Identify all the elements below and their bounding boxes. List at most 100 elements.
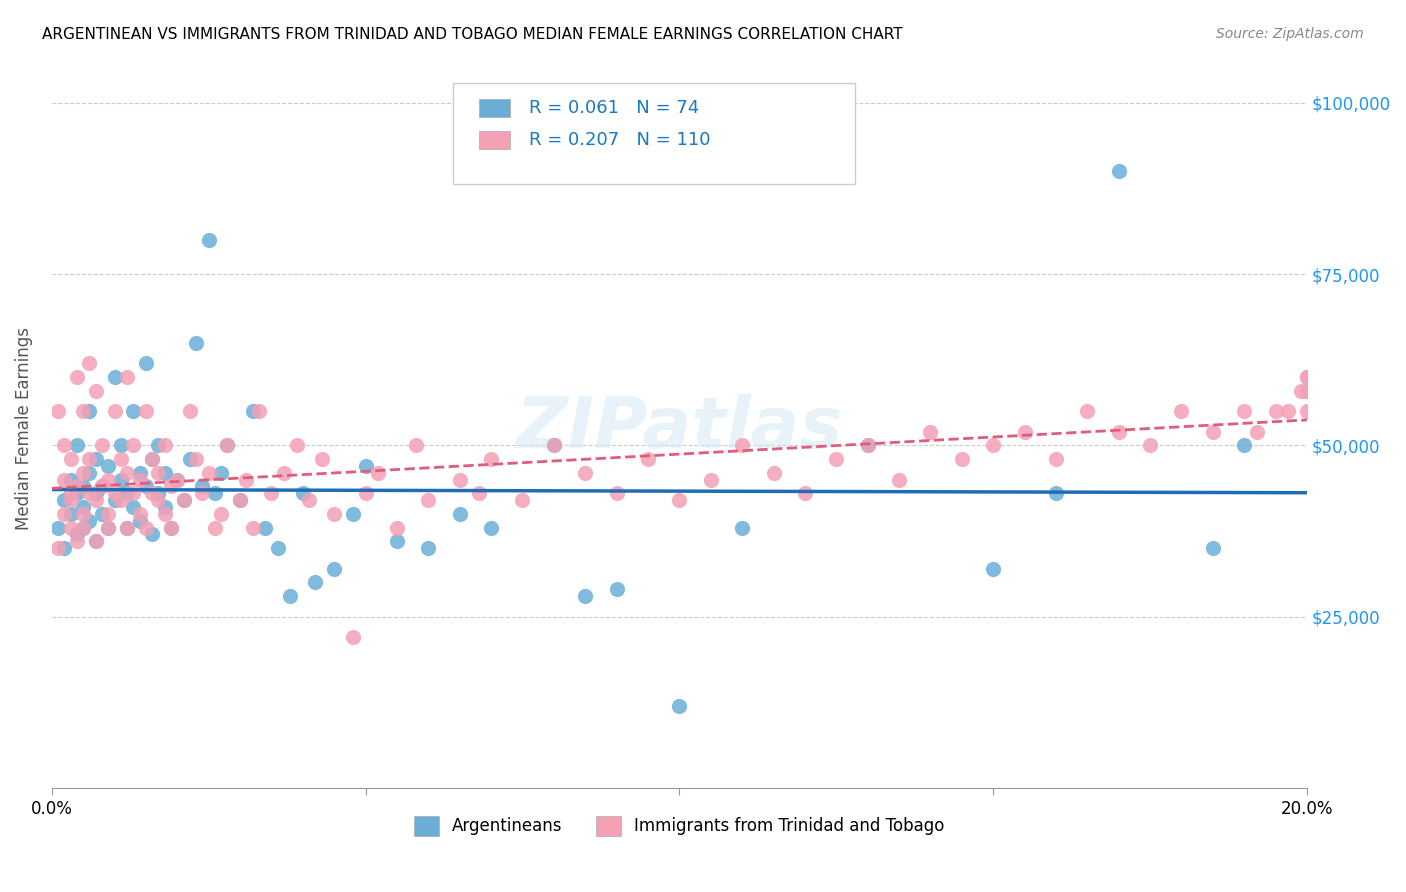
Point — [122, 486, 145, 500]
Point — [53, 493, 76, 508]
Point — [97, 520, 120, 534]
Point — [285, 438, 308, 452]
Point — [354, 458, 377, 473]
Point — [668, 493, 690, 508]
Point — [856, 438, 879, 452]
Point — [84, 486, 107, 500]
Point — [72, 520, 94, 534]
Point — [160, 520, 183, 534]
Point — [304, 575, 326, 590]
Point — [298, 493, 321, 508]
Point — [418, 493, 440, 508]
Point — [79, 514, 101, 528]
Point — [887, 473, 910, 487]
Point — [1289, 384, 1312, 398]
Point — [273, 466, 295, 480]
Point — [122, 438, 145, 452]
Point — [229, 493, 252, 508]
Point — [179, 452, 201, 467]
Point — [267, 541, 290, 555]
Point — [323, 507, 346, 521]
Point — [141, 452, 163, 467]
Point — [229, 493, 252, 508]
Point — [110, 493, 132, 508]
Point — [1045, 452, 1067, 467]
Point — [79, 452, 101, 467]
Point — [59, 473, 82, 487]
Point — [79, 486, 101, 500]
Point — [1296, 384, 1319, 398]
Point — [53, 438, 76, 452]
Point — [66, 527, 89, 541]
Point — [1296, 369, 1319, 384]
Point — [160, 520, 183, 534]
Point — [97, 458, 120, 473]
Point — [1014, 425, 1036, 439]
Point — [260, 486, 283, 500]
Point — [72, 466, 94, 480]
Point — [84, 452, 107, 467]
Point — [115, 520, 138, 534]
Point — [72, 520, 94, 534]
Point — [59, 507, 82, 521]
Point — [84, 534, 107, 549]
Point — [1202, 425, 1225, 439]
Point — [606, 486, 628, 500]
Point — [122, 500, 145, 514]
Point — [342, 507, 364, 521]
Point — [762, 466, 785, 480]
Text: R = 0.061   N = 74: R = 0.061 N = 74 — [529, 99, 699, 117]
Point — [981, 438, 1004, 452]
Point — [1139, 438, 1161, 452]
Point — [46, 404, 69, 418]
Point — [160, 479, 183, 493]
Point — [1108, 425, 1130, 439]
Text: R = 0.207   N = 110: R = 0.207 N = 110 — [529, 131, 710, 150]
Point — [148, 486, 170, 500]
FancyBboxPatch shape — [478, 99, 510, 117]
Point — [141, 486, 163, 500]
Point — [209, 466, 232, 480]
Point — [342, 630, 364, 644]
Point — [1296, 384, 1319, 398]
Point — [53, 507, 76, 521]
Point — [141, 527, 163, 541]
Point — [59, 452, 82, 467]
Point — [367, 466, 389, 480]
Point — [128, 473, 150, 487]
Point — [110, 452, 132, 467]
Point — [825, 452, 848, 467]
Point — [1233, 438, 1256, 452]
Point — [512, 493, 534, 508]
Point — [479, 452, 502, 467]
Point — [66, 479, 89, 493]
Point — [66, 486, 89, 500]
Point — [204, 520, 226, 534]
Point — [235, 473, 257, 487]
Point — [247, 404, 270, 418]
Point — [950, 452, 973, 467]
Point — [153, 466, 176, 480]
Point — [1277, 404, 1299, 418]
Point — [385, 520, 408, 534]
Point — [385, 534, 408, 549]
Point — [311, 452, 333, 467]
Point — [135, 356, 157, 370]
Point — [574, 466, 596, 480]
Point — [1246, 425, 1268, 439]
Point — [543, 438, 565, 452]
Point — [59, 493, 82, 508]
Point — [115, 369, 138, 384]
Point — [1076, 404, 1098, 418]
Point — [217, 438, 239, 452]
Point — [179, 404, 201, 418]
Point — [184, 452, 207, 467]
Point — [731, 520, 754, 534]
Point — [110, 473, 132, 487]
Point — [91, 507, 114, 521]
Point — [166, 473, 188, 487]
Point — [84, 534, 107, 549]
Point — [128, 507, 150, 521]
Point — [103, 369, 125, 384]
Point — [467, 486, 489, 500]
